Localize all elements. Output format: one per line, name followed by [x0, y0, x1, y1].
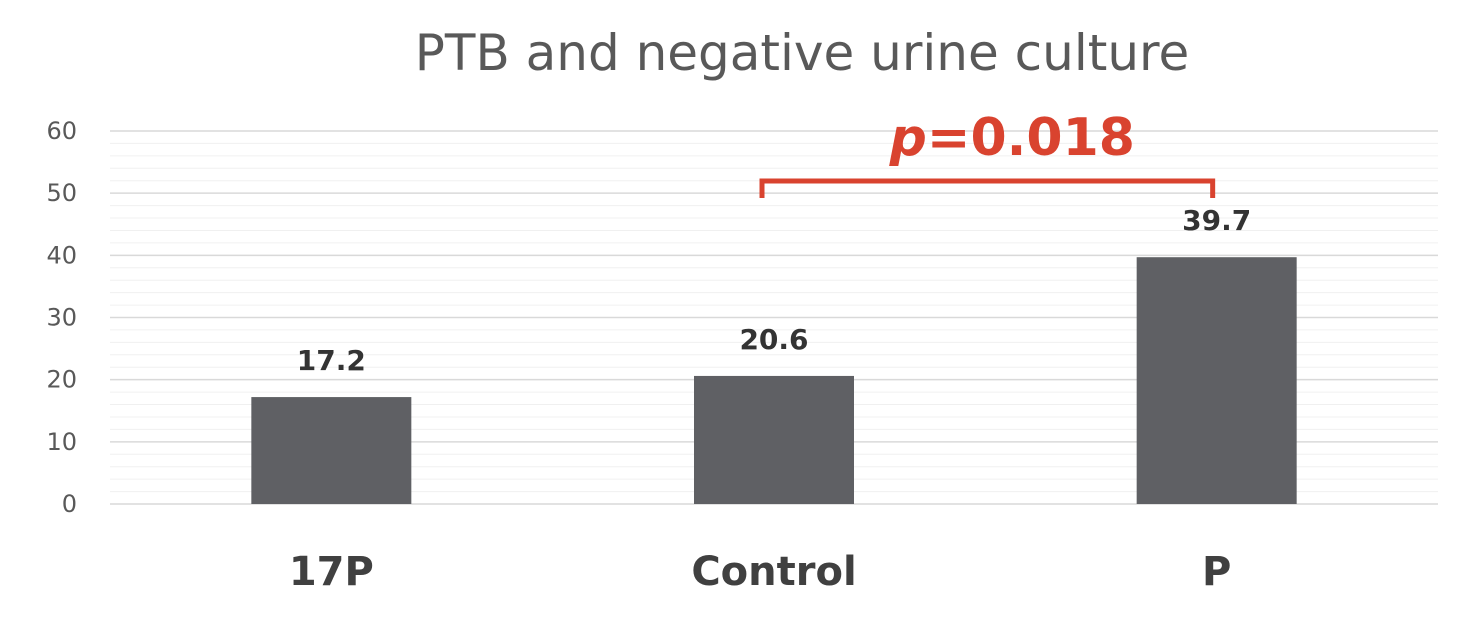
- y-tick-label: 10: [46, 428, 77, 456]
- data-label: 17.2: [297, 344, 366, 377]
- y-axis: 0 10 20 30 40 50 60: [46, 117, 77, 518]
- data-labels: 17.2 20.6 39.7: [297, 204, 1251, 377]
- data-label: 20.6: [739, 323, 808, 356]
- data-label: 39.7: [1182, 204, 1251, 237]
- x-tick-label: 17P: [289, 549, 374, 595]
- significance-bracket: [759, 178, 1216, 198]
- significance-annotation: p=0.018: [759, 108, 1216, 198]
- bar-17p: [251, 397, 412, 504]
- y-tick-label: 60: [46, 117, 77, 145]
- bar-p: [1136, 257, 1297, 504]
- bars: [251, 257, 1297, 504]
- x-tick-label: Control: [691, 549, 856, 595]
- y-tick-label: 30: [46, 304, 77, 332]
- bar-control: [694, 375, 854, 504]
- y-tick-label: 50: [46, 179, 77, 207]
- p-value: =0.018: [927, 108, 1135, 168]
- y-tick-label: 40: [46, 241, 77, 269]
- chart-title: PTB and negative urine culture: [415, 24, 1190, 82]
- x-tick-label: P: [1202, 549, 1231, 595]
- y-tick-label: 0: [62, 490, 77, 518]
- y-tick-label: 20: [46, 366, 77, 394]
- x-axis: 17P Control P: [289, 549, 1231, 595]
- p-value-label: p=0.018: [889, 108, 1135, 168]
- p-symbol: p: [889, 108, 927, 168]
